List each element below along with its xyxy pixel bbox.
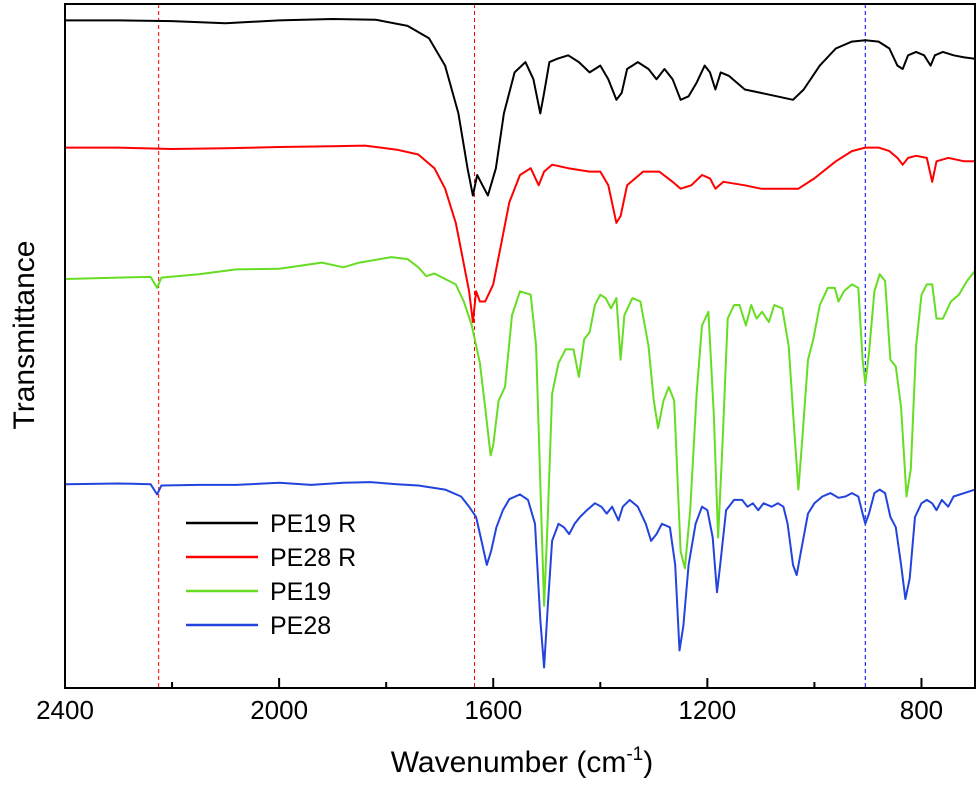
series-line-pe19 bbox=[65, 256, 975, 607]
series-line-pe28 bbox=[65, 481, 975, 669]
x-axis-tick-labels: 2400 2000 1600 1200 800 bbox=[36, 695, 943, 725]
legend-label-pe28: PE28 bbox=[270, 612, 331, 640]
series-line-pe28-r bbox=[65, 144, 975, 324]
legend-label-pe28-r: PE28 R bbox=[270, 544, 356, 572]
reference-lines bbox=[158, 4, 866, 688]
plot-frame bbox=[64, 3, 976, 689]
x-tick-label-2400: 2400 bbox=[36, 695, 94, 725]
x-tick-label-800: 800 bbox=[900, 695, 943, 725]
series-line-pe19-r bbox=[65, 18, 975, 197]
series-group bbox=[65, 18, 975, 669]
x-axis-ticks bbox=[64, 678, 923, 688]
legend: PE19 R PE28 R PE19 PE28 bbox=[186, 510, 356, 640]
y-axis-title: Transmittance bbox=[8, 241, 41, 430]
x-tick-label-1600: 1600 bbox=[464, 695, 522, 725]
x-tick-label-2000: 2000 bbox=[250, 695, 308, 725]
x-tick-label-1200: 1200 bbox=[678, 695, 736, 725]
legend-label-pe19: PE19 bbox=[270, 578, 331, 606]
legend-label-pe19-r: PE19 R bbox=[270, 510, 356, 538]
x-axis-title: Wavenumber (cm-1) bbox=[391, 744, 654, 779]
